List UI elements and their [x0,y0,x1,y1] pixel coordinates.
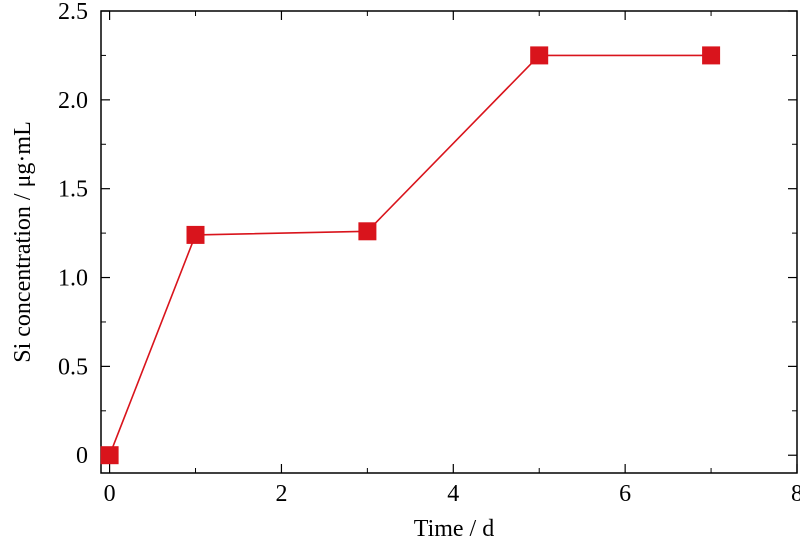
y-axis-title: Si concentration / μg·mL [10,121,36,362]
y-tick-label: 1.0 [58,266,88,292]
y-tick-label: 1.5 [58,177,88,203]
x-axis-title: Time / d [414,516,494,540]
x-tick-label: 2 [275,481,287,507]
x-tick-label: 6 [619,481,631,507]
x-tick-label: 8 [791,481,800,507]
data-point-marker [530,46,549,65]
x-tick-label: 0 [104,481,116,507]
y-tick-label: 2.5 [58,0,88,25]
plot-frame [100,10,798,474]
data-point-marker [358,222,377,241]
y-tick-label: 0.5 [58,354,88,380]
data-point-marker [186,225,205,244]
data-point-marker [702,46,721,65]
y-tick-label: 2.0 [58,88,88,114]
series-line [108,54,712,456]
x-tick-label: 4 [447,481,459,507]
y-tick-label: 0 [76,443,88,469]
data-point-marker [100,446,119,465]
